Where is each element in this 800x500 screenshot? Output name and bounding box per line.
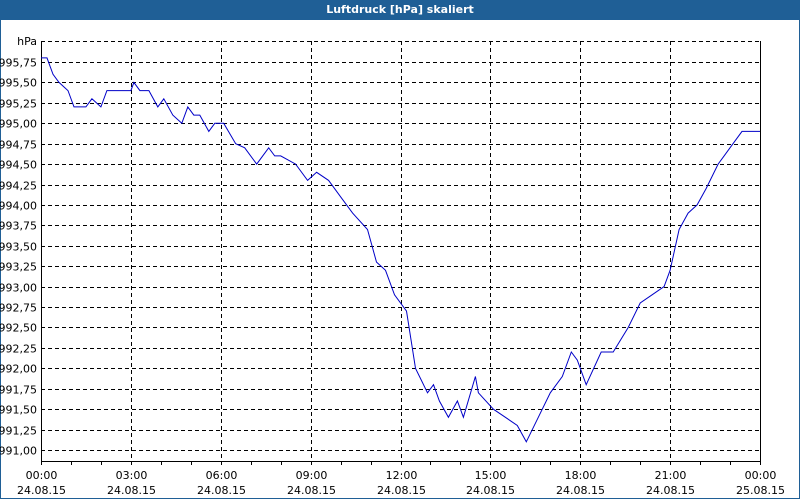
x-tick-date: 24.08.15 bbox=[466, 484, 515, 497]
y-tick-label: 993,00 bbox=[0, 282, 37, 295]
y-tick-label: 995,00 bbox=[0, 118, 37, 131]
y-tick-label: 994,75 bbox=[0, 139, 37, 152]
y-tick-label: 991,25 bbox=[0, 425, 37, 438]
x-tick-date: 24.08.15 bbox=[377, 484, 426, 497]
y-tick-label: 994,25 bbox=[0, 180, 37, 193]
x-tick-date: 24.08.15 bbox=[107, 484, 156, 497]
chart-title: Luftdruck [hPa] skaliert bbox=[0, 0, 800, 20]
y-tick-label: 991,75 bbox=[0, 384, 37, 397]
x-tick-time: 00:00 bbox=[26, 469, 58, 482]
x-tick-time: 06:00 bbox=[206, 469, 238, 482]
y-tick-label: 993,75 bbox=[0, 220, 37, 233]
y-tick-label: 991,00 bbox=[0, 445, 37, 458]
x-tick-time: 09:00 bbox=[296, 469, 328, 482]
x-tick-date: 24.08.15 bbox=[287, 484, 336, 497]
data-line-luftdruck bbox=[41, 57, 760, 443]
x-tick-time: 15:00 bbox=[475, 469, 507, 482]
x-tick-date: 25.08.15 bbox=[736, 484, 785, 497]
y-axis-unit: hPa bbox=[17, 35, 37, 48]
x-tick-time: 00:00 bbox=[745, 469, 777, 482]
x-tick-date: 24.08.15 bbox=[556, 484, 605, 497]
y-tick-label: 995,50 bbox=[0, 77, 37, 90]
x-tick-date: 24.08.15 bbox=[17, 484, 66, 497]
y-tick-label: 995,25 bbox=[0, 98, 37, 111]
x-tick-date: 24.08.15 bbox=[197, 484, 246, 497]
y-tick-label: 992,25 bbox=[0, 343, 37, 356]
x-tick-time: 21:00 bbox=[655, 469, 687, 482]
y-tick-label: 995,75 bbox=[0, 57, 37, 70]
x-tick-date: 24.08.15 bbox=[646, 484, 695, 497]
y-tick-label: 993,50 bbox=[0, 241, 37, 254]
x-tick-time: 12:00 bbox=[386, 469, 418, 482]
y-tick-label: 993,25 bbox=[0, 261, 37, 274]
y-tick-label: 994,00 bbox=[0, 200, 37, 213]
x-tick-time: 18:00 bbox=[565, 469, 597, 482]
y-tick-label: 992,50 bbox=[0, 322, 37, 335]
y-tick-label: 994,50 bbox=[0, 159, 37, 172]
y-tick-label: 992,00 bbox=[0, 363, 37, 376]
y-tick-label: 991,50 bbox=[0, 404, 37, 417]
y-tick-label: 992,75 bbox=[0, 302, 37, 315]
x-tick-time: 03:00 bbox=[116, 469, 148, 482]
